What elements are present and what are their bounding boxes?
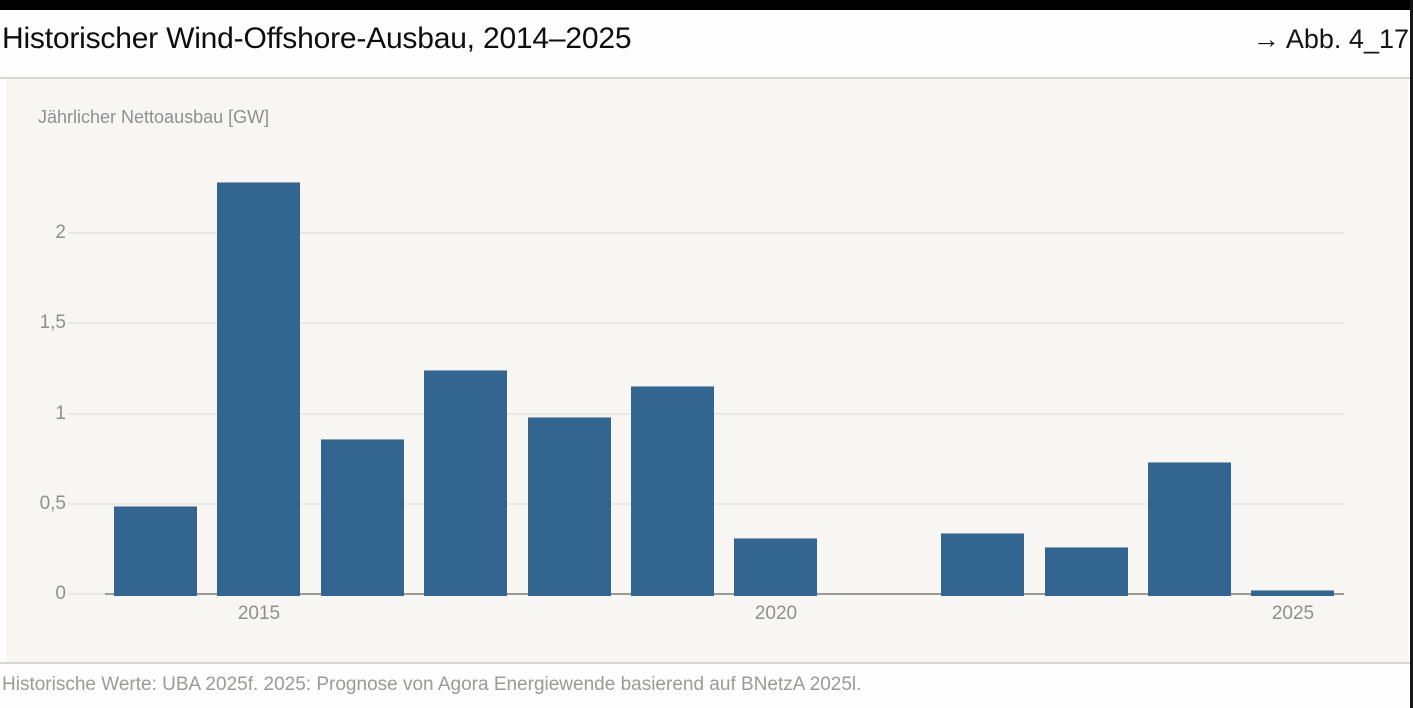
y-axis-unit-label: Jährlicher Nettoausbau [GW] <box>38 107 270 127</box>
figure-top-black-bar <box>0 0 1413 10</box>
page-right-edge-line <box>1410 0 1413 708</box>
figure-reference: → Abb. 4_17 <box>1252 24 1409 54</box>
figure-title: Historischer Wind-Offshore-Ausbau, 2014–… <box>2 22 632 55</box>
title-separator-line <box>0 77 1413 79</box>
source-note: Historische Werte: UBA 2025f. 2025: Prog… <box>2 674 862 695</box>
footer-separator-line <box>0 662 1413 664</box>
chart-panel <box>6 79 1408 662</box>
